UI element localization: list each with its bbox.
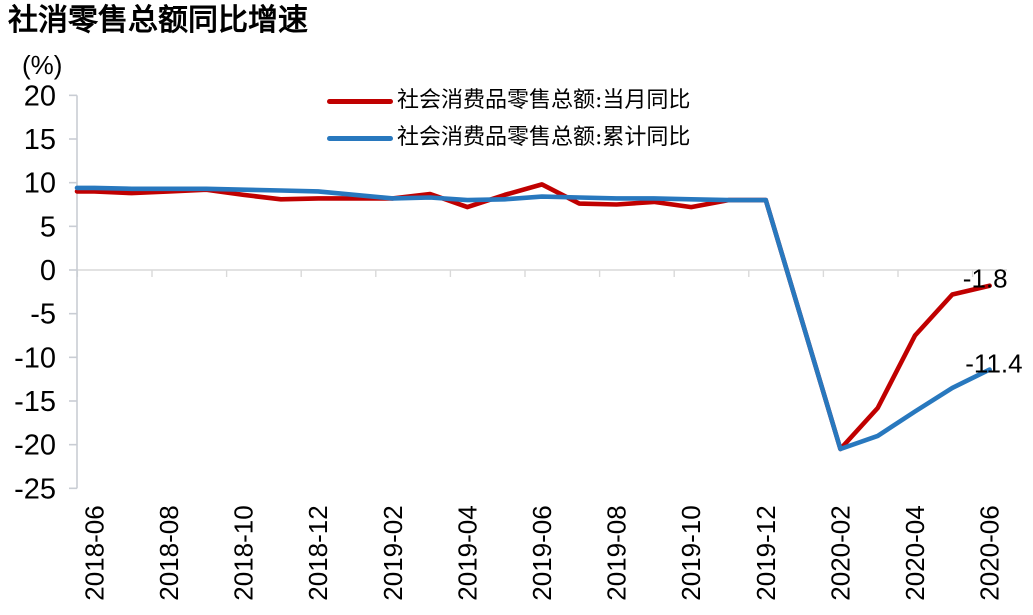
x-axis-label: 2019-06	[527, 505, 557, 600]
x-axis-label: 2019-02	[378, 505, 408, 600]
legend-item-monthly: 社会消费品零售总额:当月同比	[327, 88, 690, 114]
chart-title: 社消零售总额同比增速	[8, 3, 308, 38]
y-axis-label: 0	[40, 255, 56, 287]
series-line-cumulative	[74, 185, 992, 452]
legend-item-cumulative: 社会消费品零售总额:累计同比	[327, 125, 690, 151]
x-axis-label: 2019-04	[452, 505, 482, 600]
series-line-monthly	[74, 182, 992, 452]
y-axis-label: -15	[14, 386, 56, 418]
x-axis-label: 2018-06	[79, 505, 109, 600]
y-axis-label: 15	[24, 124, 56, 156]
y-axis-label: 10	[24, 168, 56, 200]
legend-label-monthly: 社会消费品零售总额:当月同比	[397, 88, 691, 113]
x-axis-label: 2019-10	[676, 505, 706, 600]
chart-legend: 社会消费品零售总额:当月同比 社会消费品零售总额:累计同比	[327, 88, 690, 151]
y-axis-unit-label: (%)	[22, 50, 63, 80]
x-axis-label: 2019-08	[602, 505, 632, 600]
legend-label-cumulative: 社会消费品零售总额:累计同比	[397, 125, 691, 150]
value-annotation: -11.4	[965, 349, 1022, 379]
x-axis-label: 2018-08	[154, 505, 184, 600]
x-axis-label: 2020-04	[900, 505, 930, 600]
legend-line-swatch-cumulative	[327, 135, 393, 141]
y-axis-label: -25	[14, 473, 56, 505]
y-axis-label: 5	[40, 211, 56, 243]
y-axis-label: -10	[14, 342, 56, 374]
value-annotation: -1.8	[963, 264, 1008, 294]
y-axis-label: 20	[24, 80, 56, 112]
y-axis-label: -5	[30, 299, 56, 331]
x-axis-label: 2020-06	[975, 505, 1005, 600]
y-axis-label: -20	[14, 430, 56, 462]
x-axis-label: 2019-12	[751, 505, 781, 600]
legend-line-swatch-monthly	[327, 98, 393, 104]
x-axis-label: 2018-10	[229, 505, 259, 600]
x-axis-label: 2020-02	[825, 505, 855, 600]
x-axis-label: 2018-12	[303, 505, 333, 600]
